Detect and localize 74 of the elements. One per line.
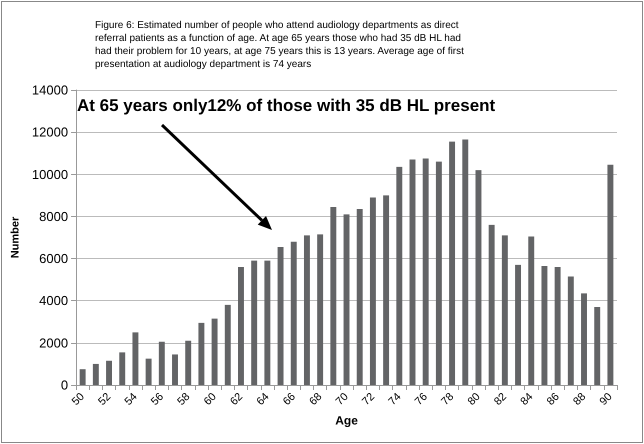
x-tick-label: 80 — [466, 390, 483, 408]
bar — [488, 224, 495, 385]
x-tick-label: 88 — [571, 390, 588, 408]
x-tick-label: 54 — [122, 390, 140, 408]
y-tick-label: 12000 — [32, 124, 68, 140]
bar — [515, 264, 522, 385]
x-tick-label: 76 — [412, 390, 430, 408]
x-tick-label: 66 — [280, 390, 298, 408]
bar — [581, 293, 587, 385]
bar — [370, 197, 376, 385]
bar — [330, 206, 336, 385]
x-tick-label: 64 — [254, 390, 272, 408]
x-tick-label: 70 — [334, 390, 351, 408]
x-tick-label: 56 — [148, 390, 166, 408]
y-axis-title: Number — [10, 216, 22, 258]
bar — [238, 267, 244, 385]
y-tick-label: 4000 — [39, 293, 68, 308]
bar — [410, 160, 416, 385]
bar — [594, 307, 600, 385]
bar — [132, 332, 138, 385]
bar — [251, 260, 258, 385]
bar — [146, 358, 152, 385]
chart-title: Figure 6: Estimated number of people who attend audiology departments as direct referral patients as a function of age. At age 65 years those who had 35 dB HL had had their problem for 10 years, at age 75 years this is 13 years. Average age of first presentation at audiology department is 74 years — [95, 20, 467, 70]
x-tick-label: 82 — [492, 390, 510, 408]
bar — [541, 266, 548, 385]
x-tick-label: 84 — [518, 390, 536, 408]
bar — [344, 214, 350, 385]
x-tick-label: 50 — [70, 390, 87, 408]
bar — [80, 369, 86, 385]
bar — [185, 340, 192, 385]
y-tick-label: 14000 — [32, 82, 68, 98]
bar — [502, 235, 508, 385]
x-tick-label: 62 — [228, 390, 246, 408]
y-tick-label: 10000 — [32, 166, 68, 182]
bar — [119, 352, 126, 385]
bar — [449, 142, 456, 385]
bar — [607, 164, 614, 385]
x-tick-label: 60 — [202, 390, 219, 408]
y-tick-label: 6000 — [39, 251, 68, 266]
bar — [317, 234, 324, 385]
bar — [356, 209, 363, 385]
bar — [224, 304, 231, 385]
annotation: At 65 years only12% of those with 35 dB HL present — [77, 96, 496, 115]
bar — [158, 342, 165, 385]
bar — [475, 170, 482, 385]
y-tick-label: 2000 — [39, 335, 68, 350]
x-axis-title: Age — [335, 414, 358, 428]
x-tick-label: 52 — [96, 390, 114, 408]
x-tick-label: 58 — [175, 390, 192, 408]
bar — [264, 260, 270, 385]
bar — [106, 360, 112, 385]
y-tick-label: 0 — [60, 378, 68, 392]
bar — [422, 158, 429, 385]
bar — [383, 195, 390, 385]
bar — [568, 276, 574, 385]
x-tick-label: 86 — [544, 390, 562, 408]
bar — [396, 166, 402, 385]
bar — [462, 140, 468, 385]
bar — [212, 318, 218, 385]
bar — [528, 236, 534, 385]
bar — [172, 354, 178, 385]
x-tick-label: 72 — [360, 390, 378, 408]
x-tick-label: 90 — [598, 390, 615, 408]
bar — [92, 364, 99, 385]
x-tick-label: 78 — [439, 390, 456, 408]
x-tick-label: 74 — [386, 390, 404, 408]
bar — [436, 162, 442, 385]
bar — [304, 235, 310, 385]
y-tick-label: 8000 — [39, 208, 68, 224]
bar — [278, 246, 284, 385]
bar — [290, 242, 297, 385]
bar — [554, 267, 561, 385]
bar — [198, 322, 204, 385]
x-tick-label: 68 — [307, 390, 324, 408]
